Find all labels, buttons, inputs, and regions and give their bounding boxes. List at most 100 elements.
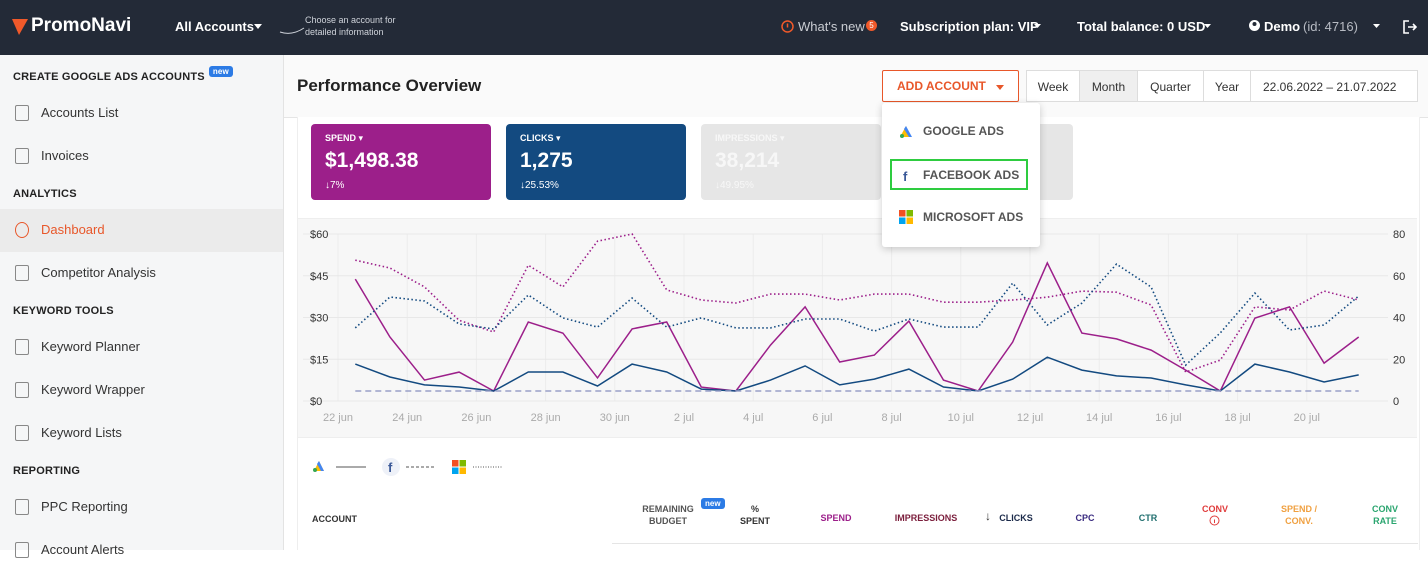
nav-icon [15, 425, 29, 441]
table-divider [612, 543, 1418, 544]
card-label: IMPRESSIONS ▾ [715, 133, 785, 143]
nav-label: Competitor Analysis [41, 265, 156, 280]
card-label-text: SPEND [325, 133, 357, 143]
logo-icon [12, 19, 28, 35]
card-value: 38,214 [715, 149, 780, 172]
menu-google-ads[interactable]: GOOGLE ADS [882, 113, 1040, 149]
page-title: Performance Overview [297, 76, 482, 95]
svg-text:f: f [903, 169, 908, 183]
th-spend-conv[interactable]: SPEND / CONV. [1280, 504, 1317, 526]
th-clicks[interactable]: CLICKS [999, 513, 1033, 523]
card-change: ↓7% [325, 180, 345, 191]
section-title-text: ANALYTICS [13, 188, 77, 200]
nav-label: PPC Reporting [41, 499, 128, 514]
subscription[interactable]: Subscription plan: VIP [900, 19, 1039, 34]
period-quarter[interactable]: Quarter [1137, 70, 1204, 102]
microsoft-icon [899, 210, 913, 224]
x-tick-label: 10 jul [948, 412, 974, 424]
nav-item[interactable]: Accounts List [0, 92, 283, 135]
date-range[interactable]: 22.06.2022 – 21.07.2022 [1250, 70, 1418, 102]
legend: f [313, 458, 503, 476]
nav-item[interactable]: PPC Reporting [0, 486, 283, 529]
nav-icon [15, 499, 29, 515]
whats-new-count: 5 [866, 20, 877, 31]
y2-tick-label: 80 [1393, 229, 1405, 241]
nav-icon [15, 265, 29, 281]
card-change-text: 7% [330, 180, 345, 191]
logo[interactable]: PromoNavi [31, 15, 132, 36]
menu-facebook-ads[interactable]: f FACEBOOK ADS [890, 159, 1028, 190]
x-tick-label: 18 jul [1224, 412, 1250, 424]
y-tick-label: $0 [310, 396, 322, 408]
card-label: SPEND ▾ [325, 133, 364, 143]
series-line [355, 233, 1359, 374]
th-spent: % SPENT [739, 504, 770, 526]
period-week[interactable]: Week [1026, 70, 1080, 102]
th-ctr[interactable]: CTR [1138, 513, 1158, 523]
y2-tick-label: 40 [1393, 313, 1405, 325]
top-bar: PromoNavi All Accounts Choose an account… [0, 0, 1428, 55]
th-account: ACCOUNT [312, 514, 357, 524]
user[interactable]: Demo [1264, 19, 1301, 34]
period-year[interactable]: Year [1203, 70, 1251, 102]
add-account-button[interactable]: ADD ACCOUNT [882, 70, 1019, 102]
nav-icon [15, 222, 29, 238]
y-tick-label: $45 [310, 271, 328, 283]
menu-label: MICROSOFT ADS [923, 210, 1024, 224]
caret [254, 24, 262, 29]
nav-icon [15, 382, 29, 398]
th-conv[interactable]: CONV [1201, 504, 1228, 514]
period-month[interactable]: Month [1079, 70, 1138, 102]
x-tick-label: 16 jul [1155, 412, 1181, 424]
menu-label: FACEBOOK ADS [923, 168, 1020, 182]
nav-item[interactable]: Dashboard [0, 209, 283, 252]
x-tick-label: 6 jul [812, 412, 832, 424]
card-change-text: 25.53% [525, 180, 559, 191]
x-tick-label: 30 jun [600, 412, 630, 424]
x-tick-label: 2 jul [674, 412, 694, 424]
nav-item[interactable]: Keyword Planner [0, 326, 283, 369]
card-change: ↓49.95% [715, 180, 754, 191]
card-clicks[interactable]: CLICKS ▾ 1,275 ↓25.53% [506, 124, 686, 200]
section-title: CREATE GOOGLE ADS ACCOUNTS new [13, 66, 233, 83]
th-spend[interactable]: SPEND [820, 513, 852, 523]
card-spend[interactable]: SPEND ▾ $1,498.38 ↓7% [311, 124, 491, 200]
google-ads-icon [900, 126, 912, 138]
balance[interactable]: Total balance: 0 USD [1077, 19, 1206, 34]
series-line [354, 263, 1360, 367]
card-value: 1,275 [520, 149, 573, 172]
nav-item[interactable]: Invoices [0, 135, 283, 178]
nav-item[interactable]: Account Alerts [0, 529, 283, 572]
y-tick-label: $15 [310, 354, 328, 366]
nav-item[interactable]: Keyword Lists [0, 412, 283, 455]
th-conv-rate[interactable]: CONV RATE [1371, 504, 1398, 526]
account-selector[interactable]: All Accounts [175, 19, 254, 34]
info-icon [1209, 515, 1220, 526]
nav-item[interactable]: Keyword Wrapper [0, 369, 283, 412]
nav-icon [15, 105, 29, 121]
nav-item[interactable]: Competitor Analysis [0, 252, 283, 295]
x-tick-label: 22 jun [323, 412, 353, 424]
section-title: KEYWORD TOOLS [13, 305, 114, 317]
nav-label: Keyword Wrapper [41, 382, 145, 397]
section-title-text: REPORTING [13, 465, 81, 477]
caret [1034, 24, 1041, 28]
user-icon [1249, 20, 1260, 31]
x-tick-label: 26 jun [461, 412, 491, 424]
th-impressions[interactable]: IMPRESSIONS [894, 513, 958, 523]
series-line [354, 261, 1360, 393]
add-account-label: ADD ACCOUNT [897, 79, 986, 93]
th-cpc[interactable]: CPC [1075, 513, 1095, 523]
card-value: $1,498.38 [325, 149, 419, 172]
whats-new[interactable]: What's new [798, 19, 865, 34]
y-tick-label: $60 [310, 229, 328, 241]
card-label: CLICKS ▾ [520, 133, 561, 143]
card-change: ↓25.53% [520, 180, 559, 191]
x-tick-label: 20 jul [1294, 412, 1320, 424]
logout-icon[interactable] [1403, 20, 1417, 34]
nav-label: Dashboard [41, 222, 105, 237]
y-tick-label: $30 [310, 313, 328, 325]
caret [996, 85, 1004, 90]
menu-microsoft-ads[interactable]: MICROSOFT ADS [882, 199, 1040, 235]
card-impressions[interactable]: IMPRESSIONS ▾ 38,214 ↓49.95% [701, 124, 881, 200]
